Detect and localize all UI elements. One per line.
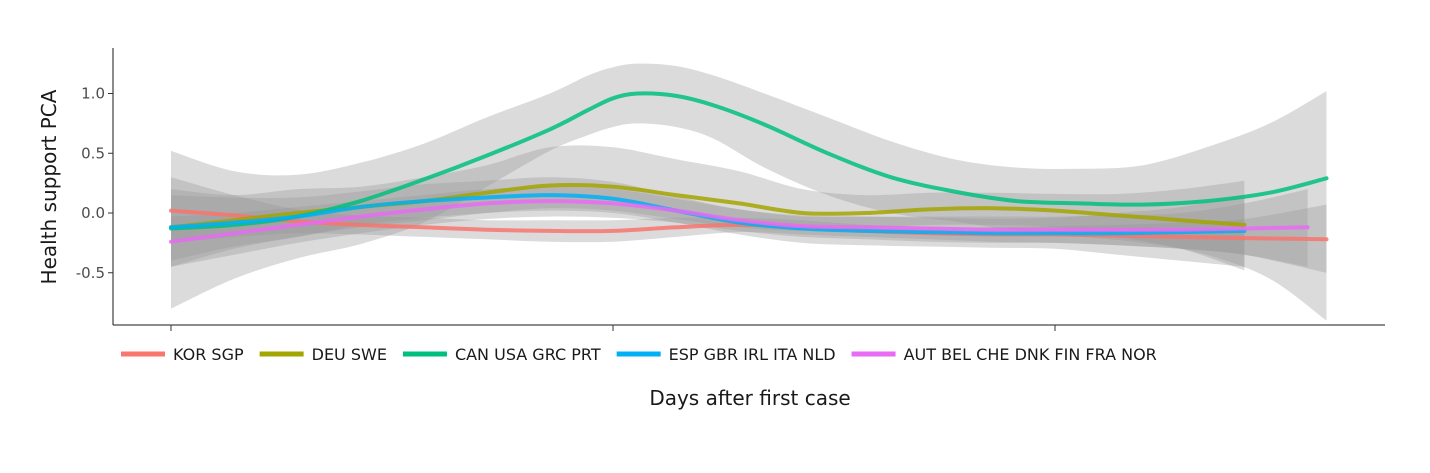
line-can-usa-grc-prt: [169, 91, 1329, 231]
legend-label-deu-swe: DEU SWE: [312, 345, 387, 364]
legend-label-esp-gbr-irl-ita-nld: ESP GBR IRL ITA NLD: [669, 345, 836, 364]
band-can-usa-grc-prt: [171, 63, 1327, 321]
series-lines: [169, 91, 1329, 244]
line-aut-bel-che-dnk-fin-fra-nor: [169, 199, 1310, 244]
legend: KOR SGP DEU SWE CAN USA GRC PRT ESP GBR IRL…: [121, 345, 1157, 364]
y-tick-label: 0.0: [81, 204, 105, 222]
confidence-bands: [171, 63, 1327, 321]
x-axis-title: Days after first case: [649, 386, 850, 410]
legend-label-aut-bel-che-dnk-fin-fra-nor: AUT BEL CHE DNK FIN FRA NOR: [904, 345, 1157, 364]
y-axis-title: Health support PCA: [37, 89, 61, 284]
legend-label-kor-sgp: KOR SGP: [173, 345, 244, 364]
y-ticks: 1.0 0.5 0.0 -0.5: [76, 85, 113, 282]
x-ticks: [170, 325, 1056, 331]
y-tick-label: 0.5: [81, 144, 105, 162]
legend-label-can-usa-grc-prt: CAN USA GRC PRT: [455, 345, 601, 364]
y-tick-label: -0.5: [76, 264, 105, 282]
axes: 1.0 0.5 0.0 -0.5: [76, 48, 1385, 331]
line-kor-sgp: [169, 208, 1329, 242]
band-deu-swe: [171, 145, 1245, 271]
y-tick-label: 1.0: [81, 85, 105, 103]
